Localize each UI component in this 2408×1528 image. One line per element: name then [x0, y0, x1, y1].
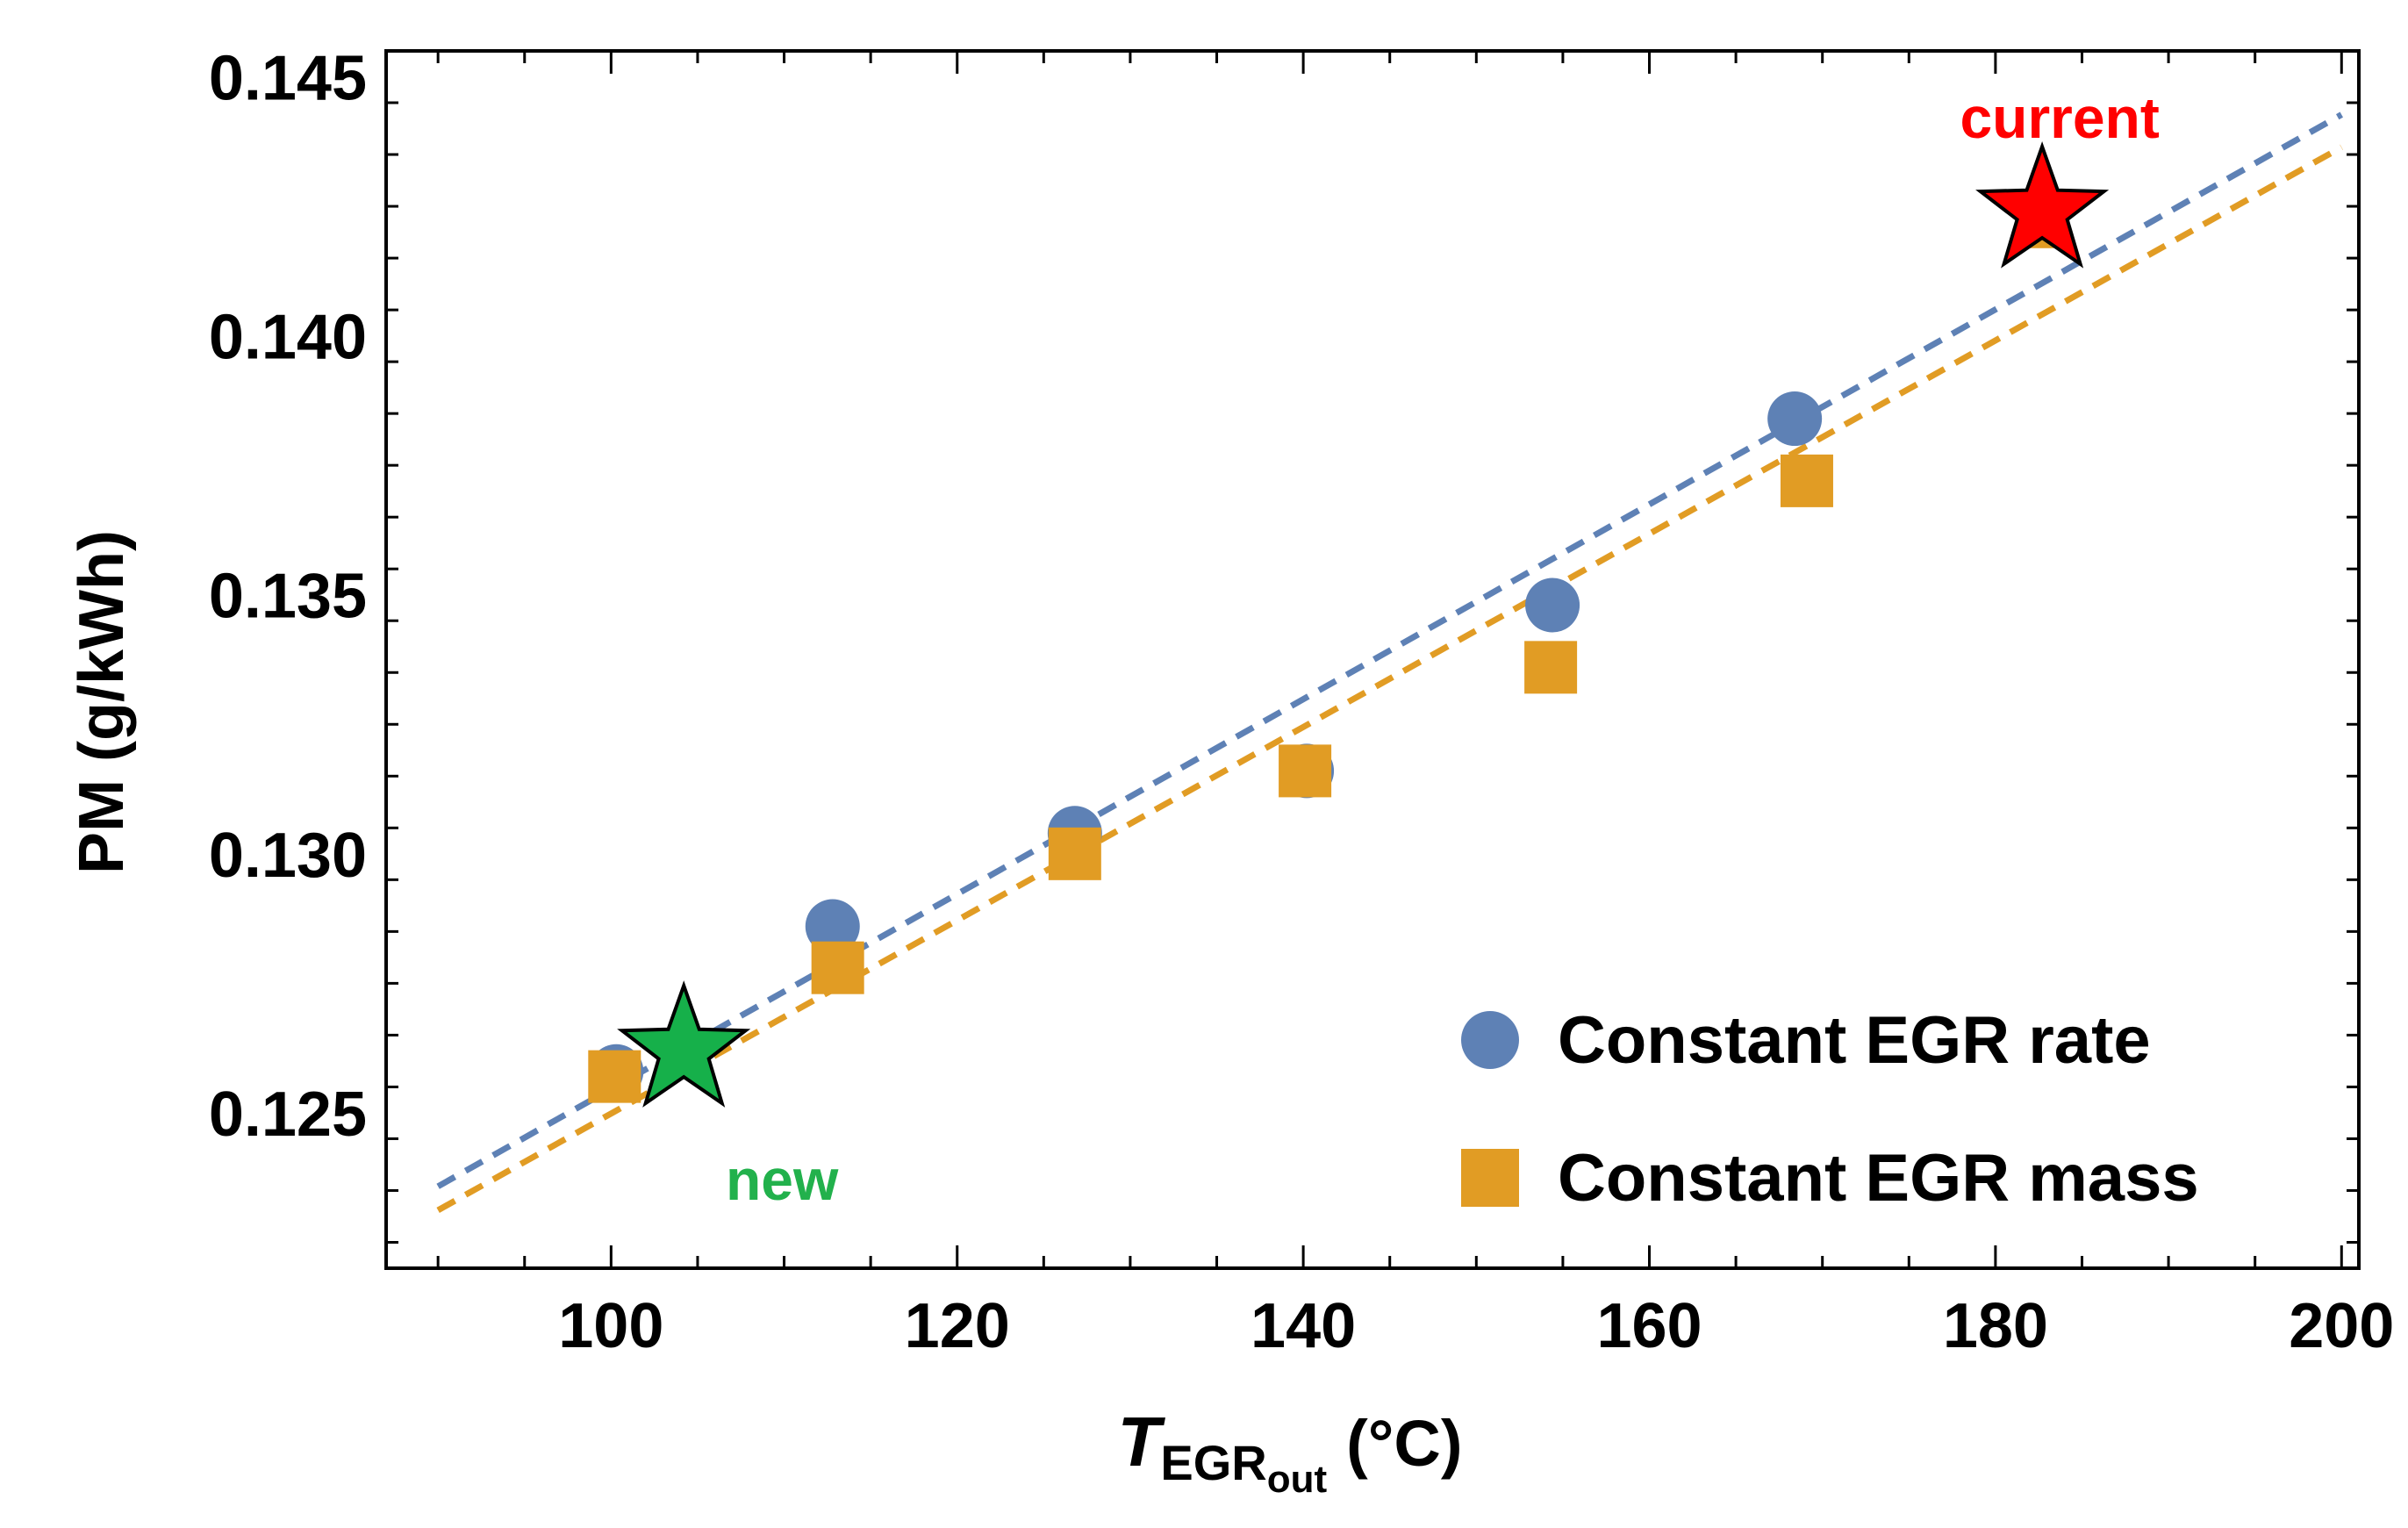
x-axis-label-subsub: out	[1267, 1458, 1328, 1501]
data-point-circle	[1525, 577, 1580, 633]
data-point-square	[811, 941, 864, 994]
plot-frame	[384, 49, 2361, 1270]
x-axis-label-unit: (°C)	[1346, 1407, 1462, 1480]
data-point-circle	[1767, 391, 1823, 447]
legend-label: Constant EGR rate	[1558, 1003, 2151, 1078]
x-tick-label: 200	[2289, 1291, 2394, 1361]
fit-lines-layer	[436, 111, 2343, 1213]
annotation-new-label: new	[726, 1147, 839, 1212]
x-tick-label: 180	[1943, 1291, 2048, 1361]
data-point-square	[588, 1050, 641, 1103]
legend: Constant EGR rate Constant EGR mass	[1461, 1003, 2199, 1216]
x-tick-label: 120	[905, 1291, 1010, 1361]
x-axis-label-sub: EGR	[1160, 1435, 1266, 1490]
y-tick-label: 0.135	[209, 562, 367, 632]
y-tick-label: 0.140	[209, 303, 367, 373]
annotation-labels-layer: current new	[726, 85, 2160, 1212]
current-star-marker	[1975, 141, 2110, 269]
legend-marker-circle	[1461, 1011, 1519, 1069]
new-star-marker	[617, 980, 751, 1108]
data-point-circle	[805, 899, 860, 954]
x-axis-label-main: T	[1118, 1402, 1166, 1481]
x-tick-label: 160	[1596, 1291, 1702, 1361]
data-point-square	[1524, 641, 1578, 694]
data-point-square	[1279, 744, 1332, 798]
data-points-layer	[588, 183, 2070, 1103]
y-tick-label: 0.130	[209, 821, 367, 891]
x-tick-label: 140	[1251, 1291, 1356, 1361]
y-tick-label: 0.125	[209, 1080, 367, 1150]
annotation-stars-layer	[617, 141, 2110, 1108]
data-point-square	[1780, 454, 1833, 507]
annotation-current-label: current	[1960, 85, 2159, 150]
legend-label: Constant EGR mass	[1558, 1141, 2199, 1216]
fit-line	[436, 111, 2343, 1189]
y-tick-label: 0.145	[209, 44, 367, 114]
fit-line	[436, 144, 2343, 1213]
data-point-square	[1048, 827, 1101, 880]
y-axis-label: PM (g/kWh)	[67, 530, 137, 874]
x-axis-label: TEGRout (°C)	[1118, 1402, 1463, 1501]
x-tick-label: 100	[558, 1291, 663, 1361]
tick-labels-layer: 100 120 140 160 180 200 0.125 0.130 0.135 0.140 0.…	[209, 44, 2395, 1361]
axis-ticks-layer	[386, 49, 2359, 1268]
legend-marker-square	[1461, 1149, 1519, 1207]
